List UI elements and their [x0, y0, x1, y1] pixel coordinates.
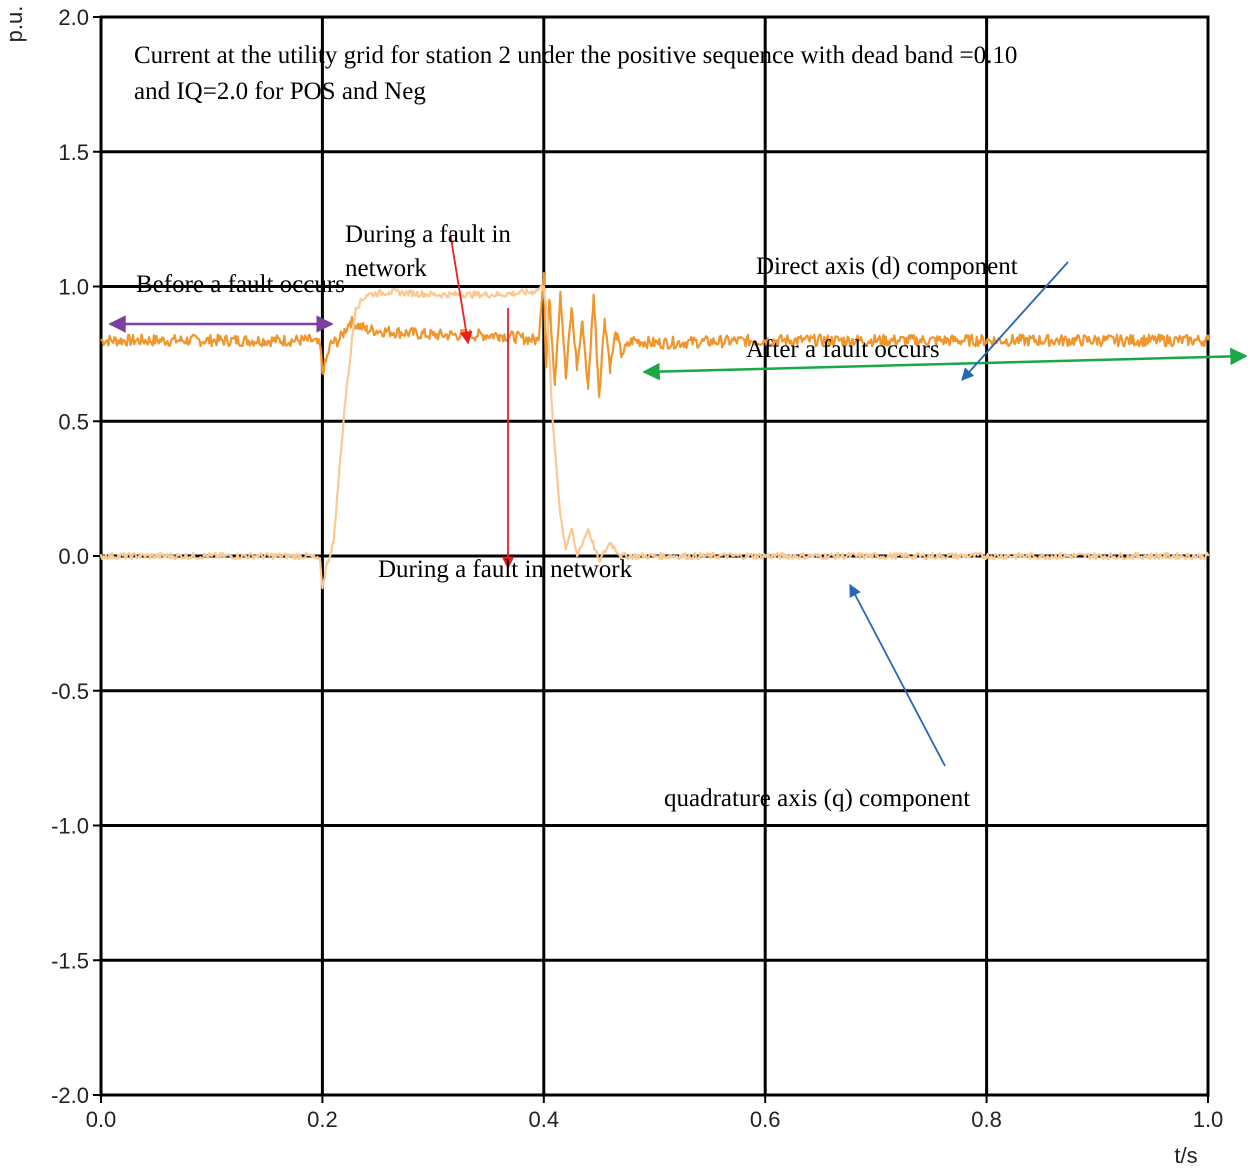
- y-tick-label: 0.5: [58, 409, 89, 434]
- after-fault-arrow: [642, 347, 1248, 381]
- y-tick-label: -2.0: [51, 1083, 89, 1108]
- y-tick-label: -1.0: [51, 814, 89, 839]
- x-tick-label: 0.4: [529, 1107, 560, 1132]
- x-axis-unit: t/s: [1174, 1143, 1197, 1168]
- y-tick-label: 1.5: [58, 140, 89, 165]
- during-fault-label-top-2: network: [345, 255, 427, 282]
- direct-axis-label: Direct axis (d) component: [756, 253, 1018, 280]
- y-tick-label: 1.0: [58, 275, 89, 300]
- x-tick-label: 0.6: [750, 1107, 781, 1132]
- y-tick-label: 0.0: [58, 544, 89, 569]
- grid: [93, 15, 1210, 1103]
- during-fault-arrow-diagonal: [449, 231, 473, 345]
- after-fault-label: After a fault occurs: [746, 336, 940, 363]
- y-tick-label: -0.5: [51, 679, 89, 704]
- y-tick-label: 2.0: [58, 5, 89, 30]
- quadrature-axis-arrow: [849, 583, 946, 767]
- x-tick-label: 0.0: [86, 1107, 117, 1132]
- series-line-2: [99, 284, 1210, 590]
- series-line-1: [99, 271, 1210, 398]
- series-lines: [99, 271, 1210, 590]
- y-axis-unit: p.u.: [2, 6, 27, 43]
- during-fault-label-bottom: During a fault in network: [378, 556, 633, 583]
- chart-title-line-2: and IQ=2.0 for POS and Neg: [134, 78, 426, 105]
- x-tick-label: 1.0: [1193, 1107, 1224, 1132]
- chart-title-line-1: Current at the utility grid for station …: [134, 42, 1017, 69]
- x-tick-label: 0.2: [307, 1107, 338, 1132]
- direct-axis-arrow: [961, 261, 1069, 381]
- before-fault-label: Before a fault occurs: [136, 271, 345, 298]
- during-fault-label-top-1: During a fault in: [345, 221, 511, 248]
- x-tick-label: 0.8: [971, 1107, 1002, 1132]
- y-tick-label: -1.5: [51, 948, 89, 973]
- tick-labels: 2.01.51.00.50.0-0.5-1.0-1.5-2.00.0 0.2 0.4…: [51, 5, 1223, 1132]
- quadrature-axis-label: quadrature axis (q) component: [664, 785, 970, 812]
